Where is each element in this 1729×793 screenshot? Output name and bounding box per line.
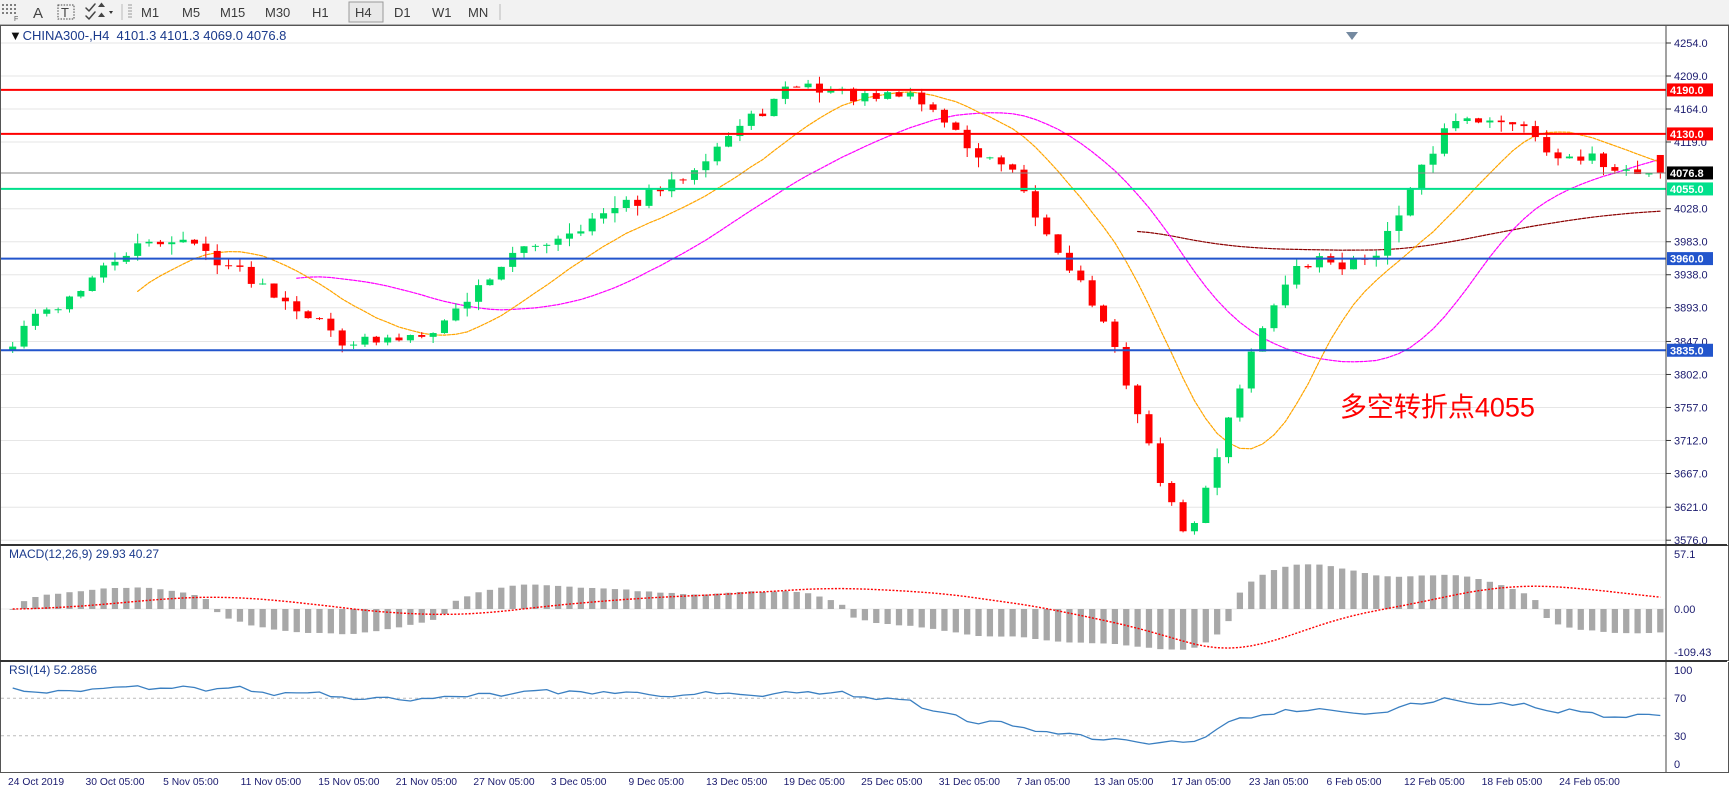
svg-text:4209.0: 4209.0 [1674, 71, 1708, 83]
svg-text:24 Oct 2019: 24 Oct 2019 [8, 777, 64, 788]
svg-text:13 Dec 05:00: 13 Dec 05:00 [706, 777, 768, 788]
svg-text:70: 70 [1674, 693, 1686, 705]
svg-text:3712.0: 3712.0 [1674, 435, 1708, 447]
svg-text:31 Dec 05:00: 31 Dec 05:00 [939, 777, 1001, 788]
svg-text:17 Jan 05:00: 17 Jan 05:00 [1171, 777, 1231, 788]
svg-text:H1: H1 [312, 5, 329, 20]
svg-text:24 Feb 05:00: 24 Feb 05:00 [1559, 777, 1620, 788]
svg-text:30: 30 [1674, 731, 1686, 743]
svg-text:M15: M15 [220, 5, 245, 20]
svg-text:3960.0: 3960.0 [1670, 254, 1704, 266]
svg-text:21 Nov 05:00: 21 Nov 05:00 [396, 777, 458, 788]
svg-text:6 Feb 05:00: 6 Feb 05:00 [1326, 777, 1381, 788]
svg-text:3938.0: 3938.0 [1674, 270, 1708, 282]
svg-text:T: T [61, 5, 69, 20]
svg-text:57.1: 57.1 [1674, 549, 1695, 561]
svg-text:MN: MN [468, 5, 488, 20]
svg-text:多空转折点4055: 多空转折点4055 [1340, 392, 1535, 422]
svg-text:0: 0 [1674, 759, 1680, 771]
svg-text:H4: H4 [355, 5, 372, 20]
svg-text:0.00: 0.00 [1674, 604, 1695, 616]
svg-text:A: A [33, 5, 43, 22]
svg-text:4190.0: 4190.0 [1670, 85, 1704, 97]
svg-text:27 Nov 05:00: 27 Nov 05:00 [473, 777, 535, 788]
svg-text:3667.0: 3667.0 [1674, 468, 1708, 480]
svg-text:4028.0: 4028.0 [1674, 204, 1708, 216]
svg-text:3893.0: 3893.0 [1674, 303, 1708, 315]
svg-text:19 Dec 05:00: 19 Dec 05:00 [784, 777, 846, 788]
svg-text:5 Nov 05:00: 5 Nov 05:00 [163, 777, 219, 788]
svg-text:7 Jan 05:00: 7 Jan 05:00 [1016, 777, 1070, 788]
svg-text:M1: M1 [141, 5, 159, 20]
svg-text:M30: M30 [265, 5, 290, 20]
svg-text:25 Dec 05:00: 25 Dec 05:00 [861, 777, 923, 788]
svg-text:11 Nov 05:00: 11 Nov 05:00 [241, 777, 302, 788]
svg-text:4130.0: 4130.0 [1670, 129, 1704, 141]
svg-text:3 Dec 05:00: 3 Dec 05:00 [551, 777, 607, 788]
svg-text:3757.0: 3757.0 [1674, 402, 1708, 414]
svg-text:4055.0: 4055.0 [1670, 184, 1704, 196]
svg-text:4164.0: 4164.0 [1674, 104, 1708, 116]
svg-text:30 Oct 05:00: 30 Oct 05:00 [86, 777, 145, 788]
svg-text:3835.0: 3835.0 [1670, 345, 1704, 357]
svg-text:4076.8: 4076.8 [1670, 168, 1704, 180]
svg-text:F: F [14, 16, 18, 23]
svg-text:18 Feb 05:00: 18 Feb 05:00 [1482, 777, 1543, 788]
svg-text:M5: M5 [182, 5, 200, 20]
svg-text:3983.0: 3983.0 [1674, 237, 1708, 249]
svg-text:3621.0: 3621.0 [1674, 502, 1708, 514]
svg-text:100: 100 [1674, 665, 1692, 677]
svg-text:3802.0: 3802.0 [1674, 369, 1708, 381]
svg-text:-109.43: -109.43 [1674, 647, 1711, 659]
svg-text:15 Nov 05:00: 15 Nov 05:00 [318, 777, 380, 788]
svg-text:4254.0: 4254.0 [1674, 38, 1708, 50]
svg-text:12 Feb 05:00: 12 Feb 05:00 [1404, 777, 1465, 788]
svg-text:9 Dec 05:00: 9 Dec 05:00 [628, 777, 684, 788]
svg-text:13 Jan 05:00: 13 Jan 05:00 [1094, 777, 1154, 788]
svg-text:23 Jan 05:00: 23 Jan 05:00 [1249, 777, 1309, 788]
svg-text:D1: D1 [394, 5, 411, 20]
svg-text:W1: W1 [432, 5, 452, 20]
